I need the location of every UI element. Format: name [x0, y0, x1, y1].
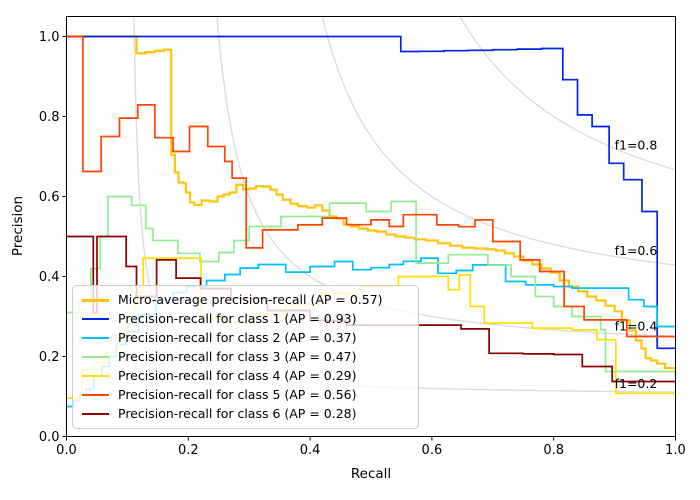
y-tick-label: 0.0: [39, 430, 60, 445]
y-tick-label: 1.0: [39, 30, 60, 45]
legend-label: Precision-recall for class 4 (AP = 0.29): [118, 368, 357, 383]
legend-swatch: [82, 413, 109, 415]
legend-swatch: [82, 337, 109, 339]
legend-label: Precision-recall for class 3 (AP = 0.47): [118, 349, 357, 364]
x-tick-label: 0.6: [422, 443, 443, 458]
iso-f1-curve: [321, 16, 676, 266]
iso-f1-label: f1=0.2: [615, 376, 658, 391]
y-tick-label: 0.2: [39, 350, 60, 365]
legend-item: Precision-recall for class 6 (AP = 0.28): [82, 405, 412, 423]
pr-curve-class-3: [66, 195, 677, 375]
y-axis-label: Precision: [10, 196, 26, 256]
iso-f1-label: f1=0.8: [615, 138, 658, 153]
iso-f1-label: f1=0.4: [615, 319, 658, 334]
x-tick-label: 0.8: [543, 443, 564, 458]
legend-label: Precision-recall for class 6 (AP = 0.28): [118, 406, 357, 421]
x-axis-label: Recall: [351, 466, 391, 482]
x-tick-label: 0.0: [56, 443, 77, 458]
legend-swatch: [82, 394, 109, 396]
micro-average-curve: [66, 35, 677, 370]
legend-item: Precision-recall for class 3 (AP = 0.47): [82, 348, 412, 366]
legend-swatch: [82, 318, 109, 320]
legend-item: Precision-recall for class 5 (AP = 0.56): [82, 386, 412, 404]
legend-swatch: [82, 356, 109, 358]
iso-f1-curve: [459, 16, 675, 171]
legend-item: Precision-recall for class 4 (AP = 0.29): [82, 367, 412, 385]
legend-label: Precision-recall for class 5 (AP = 0.56): [118, 387, 357, 402]
pr-curve-class-1: [66, 35, 676, 350]
legend: Micro-average precision-recall (AP = 0.5…: [72, 285, 419, 429]
axes-frame: [66, 16, 676, 437]
legend-item: Micro-average precision-recall (AP = 0.5…: [82, 291, 412, 309]
axis-ticks: 0.0 0.2 0.4 0.6 0.8 1.0 0.0 0.2 0.4 0.6 0.8 1.0: [39, 30, 686, 458]
y-tick-label: 0.6: [39, 190, 60, 205]
legend-swatch: [82, 298, 109, 302]
iso-f1-label: f1=0.6: [615, 243, 658, 258]
legend-swatch: [82, 375, 109, 377]
iso-f1-labels: f1=0.2 f1=0.4 f1=0.6 f1=0.8: [615, 138, 658, 391]
y-tick-label: 0.4: [39, 270, 60, 285]
x-tick-label: 0.4: [300, 443, 321, 458]
legend-label: Precision-recall for class 2 (AP = 0.37): [118, 330, 357, 345]
y-tick-label: 0.8: [39, 110, 60, 125]
legend-item: Precision-recall for class 2 (AP = 0.37): [82, 329, 412, 347]
pr-curve-class-5: [66, 35, 676, 338]
x-tick-label: 1.0: [665, 443, 686, 458]
x-tick-label: 0.2: [178, 443, 199, 458]
legend-label: Micro-average precision-recall (AP = 0.5…: [118, 292, 383, 307]
legend-item: Precision-recall for class 1 (AP = 0.93): [82, 310, 412, 328]
iso-f1-curve: [216, 16, 675, 338]
legend-label: Precision-recall for class 1 (AP = 0.93): [118, 311, 357, 326]
